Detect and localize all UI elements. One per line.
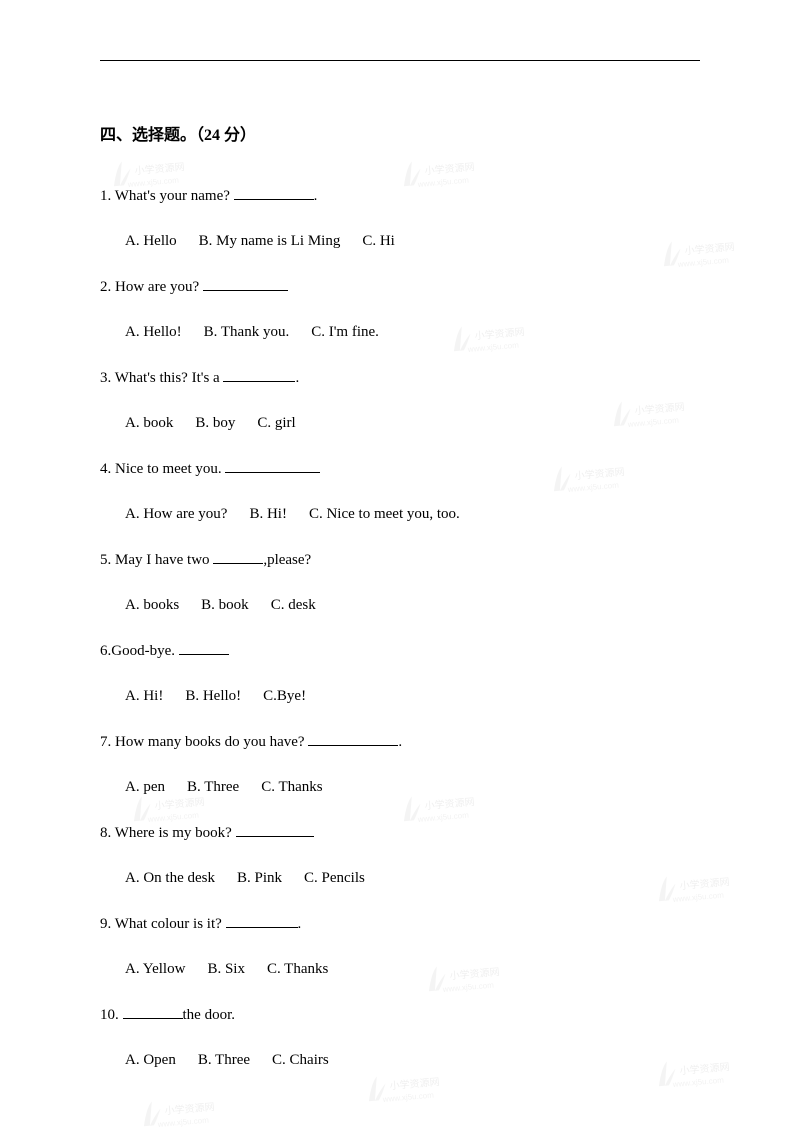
blank-line <box>213 549 263 564</box>
blank-line <box>234 185 314 200</box>
answers-7: A. pen B. Three C. Thanks <box>100 776 700 799</box>
option-b: B. Three <box>198 1049 250 1072</box>
question-10: 10. the door. <box>100 1004 700 1027</box>
option-a: A. On the desk <box>125 867 215 890</box>
questions-container: 1. What's your name? . A. Hello B. My name… <box>100 185 700 1071</box>
answers-10: A. Open B. Three C. Chairs <box>100 1049 700 1072</box>
blank-line <box>236 822 314 837</box>
watermark-logo: 小学资源网www.xj5u.com <box>359 1066 452 1112</box>
option-c: C. Thanks <box>261 776 322 799</box>
question-8: 8. Where is my book? <box>100 822 700 845</box>
svg-text:www.xj5u.com: www.xj5u.com <box>381 1091 434 1105</box>
top-border-line <box>100 60 700 61</box>
blank-line <box>225 458 320 473</box>
question-7: 7. How many books do you have? . <box>100 731 700 754</box>
question-6: 6.Good-bye. <box>100 640 700 663</box>
option-b: B. boy <box>195 412 235 435</box>
option-c: C. Pencils <box>304 867 365 890</box>
option-a: A. How are you? <box>125 503 227 526</box>
option-c: C. Hi <box>362 230 395 253</box>
svg-text:小学资源网: 小学资源网 <box>164 1100 215 1117</box>
question-4: 4. Nice to meet you. <box>100 458 700 481</box>
option-c: C. Thanks <box>267 958 328 981</box>
option-c: C. Chairs <box>272 1049 329 1072</box>
question-2: 2. How are you? <box>100 276 700 299</box>
option-a: A. Yellow <box>125 958 185 981</box>
answers-1: A. Hello B. My name is Li Ming C. Hi <box>100 230 700 253</box>
svg-text:www.xj5u.com: www.xj5u.com <box>671 1076 724 1090</box>
svg-text:www.xj5u.com: www.xj5u.com <box>156 1116 209 1130</box>
blank-line <box>308 731 398 746</box>
option-a: A. Hello <box>125 230 177 253</box>
answers-2: A. Hello! B. Thank you. C. I'm fine. <box>100 321 700 344</box>
option-b: B. Hello! <box>185 685 241 708</box>
answers-3: A. book B. boy C. girl <box>100 412 700 435</box>
option-b: B. Hi! <box>249 503 287 526</box>
question-3: 3. What's this? It's a . <box>100 367 700 390</box>
option-c: C. Nice to meet you, too. <box>309 503 460 526</box>
svg-text:小学资源网: 小学资源网 <box>134 160 185 177</box>
option-c: C. I'm fine. <box>311 321 379 344</box>
section-title: 四、选择题。（24 分） <box>100 121 700 145</box>
worksheet-page: 四、选择题。（24 分） 1. What's your name? . A. He… <box>0 0 800 1132</box>
blank-line <box>123 1004 183 1019</box>
answers-9: A. Yellow B. Six C. Thanks <box>100 958 700 981</box>
option-a: A. book <box>125 412 173 435</box>
svg-text:小学资源网: 小学资源网 <box>424 160 475 177</box>
option-c: C. girl <box>257 412 295 435</box>
svg-text:小学资源网: 小学资源网 <box>389 1075 440 1092</box>
option-a: A. pen <box>125 776 165 799</box>
option-c: C.Bye! <box>263 685 306 708</box>
answers-6: A. Hi! B. Hello! C.Bye! <box>100 685 700 708</box>
blank-line <box>203 276 288 291</box>
answers-5: A. books B. book C. desk <box>100 594 700 617</box>
blank-line <box>223 367 295 382</box>
question-9: 9. What colour is it? . <box>100 913 700 936</box>
blank-line <box>179 640 229 655</box>
option-b: B. My name is Li Ming <box>199 230 341 253</box>
blank-line <box>226 913 298 928</box>
question-1: 1. What's your name? . <box>100 185 700 208</box>
option-a: A. Hi! <box>125 685 163 708</box>
option-a: A. books <box>125 594 179 617</box>
option-a: A. Open <box>125 1049 176 1072</box>
option-b: B. Six <box>207 958 245 981</box>
watermark-logo: 小学资源网www.xj5u.com <box>134 1091 227 1137</box>
option-b: B. book <box>201 594 249 617</box>
option-b: B. Pink <box>237 867 282 890</box>
option-b: B. Three <box>187 776 239 799</box>
option-b: B. Thank you. <box>204 321 290 344</box>
question-5: 5. May I have two ,please? <box>100 549 700 572</box>
option-a: A. Hello! <box>125 321 182 344</box>
answers-8: A. On the desk B. Pink C. Pencils <box>100 867 700 890</box>
answers-4: A. How are you? B. Hi! C. Nice to meet you… <box>100 503 700 526</box>
option-c: C. desk <box>271 594 316 617</box>
